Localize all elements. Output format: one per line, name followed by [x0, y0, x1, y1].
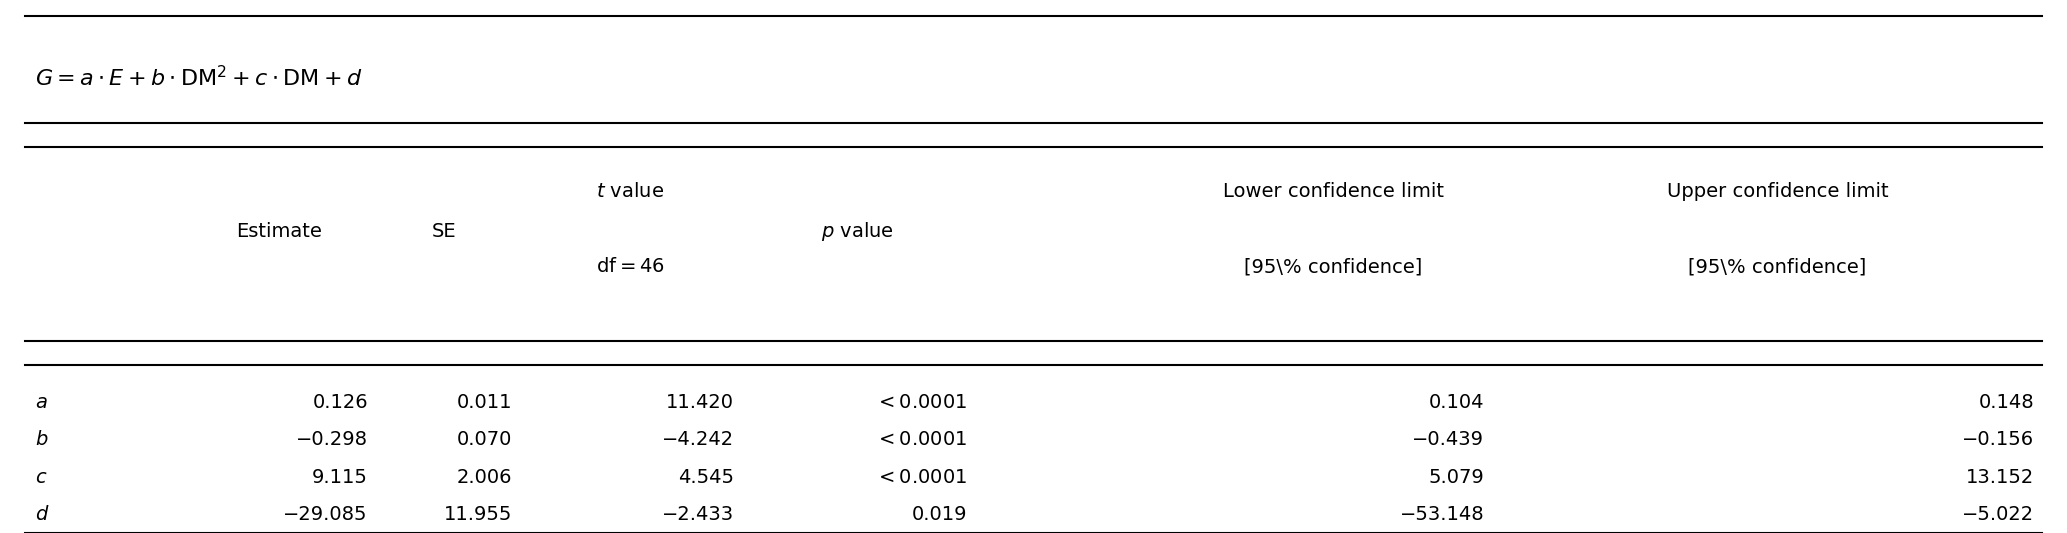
Text: $<0.0001$: $<0.0001$ — [874, 430, 967, 449]
Text: 0.126: 0.126 — [312, 393, 368, 412]
Text: $d$: $d$ — [35, 505, 50, 524]
Text: [95\% confidence]: [95\% confidence] — [1689, 257, 1867, 276]
Text: −5.022: −5.022 — [1962, 505, 2034, 524]
Text: SE: SE — [432, 222, 457, 241]
Text: 0.104: 0.104 — [1428, 393, 1484, 412]
Text: −0.298: −0.298 — [296, 430, 368, 449]
Text: 0.011: 0.011 — [457, 393, 513, 412]
Text: −53.148: −53.148 — [1399, 505, 1484, 524]
Text: $a$: $a$ — [35, 393, 48, 412]
Text: $G = a \cdot E + b \cdot \mathrm{DM}^2 + c \cdot \mathrm{DM} + d$: $G = a \cdot E + b \cdot \mathrm{DM}^2 +… — [35, 64, 362, 90]
Text: $b$: $b$ — [35, 430, 50, 449]
Text: Upper confidence limit: Upper confidence limit — [1666, 182, 1889, 201]
Text: 9.115: 9.115 — [312, 467, 368, 487]
Text: 4.545: 4.545 — [678, 467, 734, 487]
Text: $c$: $c$ — [35, 467, 48, 487]
Text: 11.955: 11.955 — [444, 505, 513, 524]
Text: −4.242: −4.242 — [661, 430, 734, 449]
Text: $\mathrm{df}=46$: $\mathrm{df}=46$ — [595, 257, 666, 276]
Text: 0.019: 0.019 — [912, 505, 967, 524]
Text: $<0.0001$: $<0.0001$ — [874, 393, 967, 412]
Text: −2.433: −2.433 — [661, 505, 734, 524]
Text: −0.439: −0.439 — [1412, 430, 1484, 449]
Text: $p$ value: $p$ value — [821, 220, 895, 244]
Text: 0.148: 0.148 — [1978, 393, 2034, 412]
Text: $<0.0001$: $<0.0001$ — [874, 467, 967, 487]
Text: 0.070: 0.070 — [457, 430, 513, 449]
Text: 11.420: 11.420 — [666, 393, 734, 412]
Text: 13.152: 13.152 — [1966, 467, 2034, 487]
Text: −29.085: −29.085 — [283, 505, 368, 524]
Text: $t$ value: $t$ value — [597, 182, 664, 201]
Text: Lower confidence limit: Lower confidence limit — [1224, 182, 1443, 201]
Text: −0.156: −0.156 — [1962, 430, 2034, 449]
Text: [95\% confidence]: [95\% confidence] — [1244, 257, 1422, 276]
Text: 5.079: 5.079 — [1428, 467, 1484, 487]
Text: Estimate: Estimate — [236, 222, 322, 241]
Text: 2.006: 2.006 — [457, 467, 513, 487]
